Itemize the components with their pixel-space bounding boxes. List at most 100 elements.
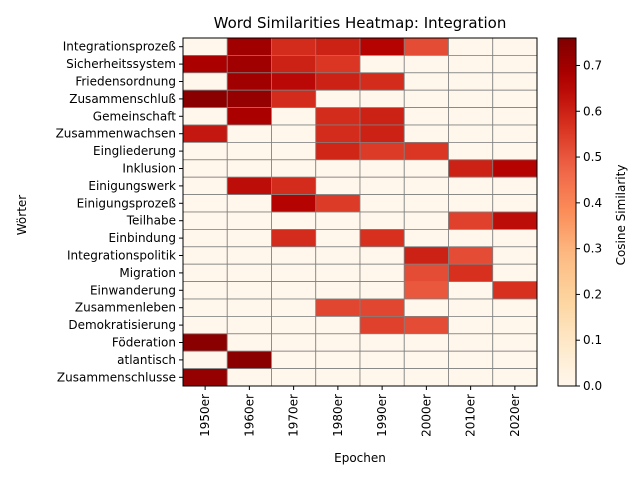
heatmap-cell	[492, 298, 538, 317]
x-tick-label: 2000er	[419, 394, 433, 437]
heatmap-cell	[226, 194, 272, 213]
colorbar-tick-label: 0.1	[583, 333, 602, 347]
heatmap-cell	[315, 368, 361, 387]
y-tick-label: Teilhabe	[126, 214, 176, 228]
heatmap-cell	[492, 89, 538, 108]
heatmap-cell	[271, 141, 317, 161]
colorbar-tick-label: 0.6	[583, 104, 602, 118]
heatmap-cells	[182, 37, 538, 387]
heatmap-cell	[315, 89, 361, 108]
heatmap-cell	[271, 107, 317, 126]
heatmap-cell	[403, 263, 449, 283]
heatmap-cell	[271, 246, 317, 265]
heatmap-cell	[403, 368, 449, 387]
heatmap-cell	[448, 37, 494, 56]
heatmap-cell	[403, 72, 449, 91]
heatmap-cell	[226, 298, 272, 317]
heatmap-cell	[226, 333, 272, 352]
colorbar-tick-label: 0.0	[583, 379, 602, 393]
chart-title: Word Similarities Heatmap: Integration	[214, 14, 507, 32]
heatmap-cell	[492, 333, 538, 352]
heatmap-cell	[271, 281, 317, 300]
heatmap-cell	[492, 72, 538, 91]
colorbar-label: Cosine Similarity	[614, 165, 628, 266]
heatmap-cell	[182, 124, 228, 143]
heatmap-cell	[226, 315, 272, 335]
heatmap-cell	[492, 246, 538, 265]
heatmap-cell	[492, 315, 538, 335]
x-tick-label: 1970er	[287, 394, 301, 437]
heatmap-cell	[182, 368, 228, 387]
heatmap-cell	[182, 246, 228, 265]
y-tick-label: Einigungswerk	[88, 179, 176, 193]
heatmap-cell	[448, 211, 494, 230]
y-tick-label: Sicherheitssystem	[66, 57, 176, 71]
x-tick-label: 2020er	[508, 394, 522, 437]
y-tick-label: atlantisch	[117, 353, 176, 367]
heatmap-cell	[271, 211, 317, 230]
heatmap-cell	[492, 281, 538, 300]
heatmap-cell	[359, 72, 405, 91]
heatmap-cell	[226, 37, 272, 56]
heatmap-cell	[315, 141, 361, 161]
x-tick-label: 1990er	[375, 394, 389, 437]
heatmap-cell	[271, 37, 317, 56]
y-tick-label: Migration	[119, 266, 176, 280]
heatmap-cell	[226, 89, 272, 108]
y-tick-label: Zusammenschlusse	[57, 370, 176, 384]
heatmap-cell	[182, 194, 228, 213]
colorbar-tick-label: 0.4	[583, 196, 602, 210]
heatmap-cell	[359, 141, 405, 161]
heatmap-cell	[359, 211, 405, 230]
heatmap-cell	[492, 55, 538, 74]
heatmap-cell	[403, 228, 449, 248]
heatmap-cell	[448, 298, 494, 317]
heatmap-cell	[448, 281, 494, 300]
x-tick-label: 1980er	[331, 394, 345, 437]
heatmap-cell	[315, 176, 361, 195]
heatmap-cell	[448, 89, 494, 108]
colorbar-tick-label: 0.7	[583, 58, 602, 72]
heatmap-cell	[359, 159, 405, 178]
heatmap-cell	[226, 124, 272, 143]
heatmap-cell	[182, 281, 228, 300]
heatmap-cell	[226, 263, 272, 283]
heatmap-cell	[359, 176, 405, 195]
heatmap-cell	[182, 141, 228, 161]
heatmap-cell	[403, 246, 449, 265]
heatmap-cell	[315, 37, 361, 56]
heatmap-cell	[315, 124, 361, 143]
heatmap-cell	[315, 55, 361, 74]
heatmap-cell	[271, 176, 317, 195]
heatmap-cell	[492, 176, 538, 195]
heatmap-cell	[271, 298, 317, 317]
heatmap-cell	[403, 141, 449, 161]
colorbar-ticks: 0.0 0.1 0.2 0.3 0.4 0.5 0.6 0.7	[576, 58, 602, 393]
heatmap-cell	[315, 159, 361, 178]
heatmap-cell	[182, 37, 228, 56]
heatmap-cell	[448, 315, 494, 335]
heatmap-cell	[448, 176, 494, 195]
heatmap-cell	[359, 107, 405, 126]
heatmap-cell	[271, 159, 317, 178]
y-tick-label: Zusammenschluß	[69, 92, 176, 106]
x-tick-label: 2010er	[464, 394, 478, 437]
y-tick-label: Föderation	[112, 336, 176, 350]
y-tick-label: Demokratisierung	[68, 318, 176, 332]
heatmap-cell	[359, 350, 405, 370]
y-tick-label: Zusammenwachsen	[56, 127, 176, 141]
heatmap-cell	[448, 107, 494, 126]
heatmap-cell	[492, 228, 538, 248]
heatmap-cell	[359, 333, 405, 352]
y-tick-label: Integrationsprozeß	[63, 40, 177, 54]
heatmap-cell	[492, 107, 538, 126]
heatmap-cell	[359, 368, 405, 387]
x-axis-label: Epochen	[334, 451, 386, 465]
heatmap-cell	[492, 37, 538, 56]
heatmap-cell	[226, 72, 272, 91]
heatmap-cell	[315, 246, 361, 265]
heatmap-cell	[271, 55, 317, 74]
heatmap-cell	[359, 298, 405, 317]
heatmap-cell	[315, 228, 361, 248]
colorbar	[557, 37, 577, 387]
